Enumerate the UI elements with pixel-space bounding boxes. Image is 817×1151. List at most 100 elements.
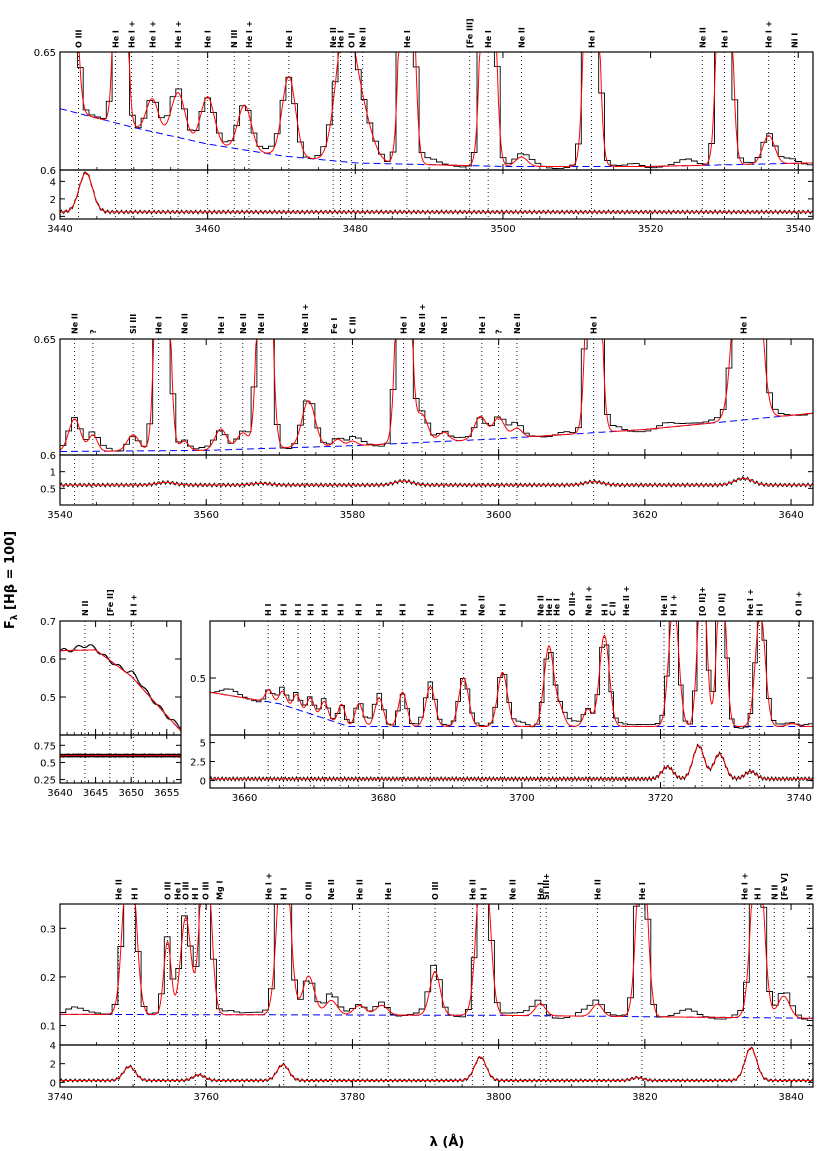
line-id-label: Ne II: [509, 879, 518, 900]
x-tick-label: 3760: [193, 1092, 218, 1103]
line-id-label: Ne II: [71, 313, 80, 334]
x-tick-label: 3640: [47, 788, 72, 799]
line-id-label: Ne II: [537, 595, 546, 616]
line-id-label: Ne II: [698, 27, 707, 48]
observed-spectrum: [60, 338, 814, 452]
x-tick-label: 3540: [786, 224, 811, 235]
x-tick-label: 3840: [778, 1092, 803, 1103]
line-id-label: He I: [553, 598, 562, 616]
y-tick-label: 0.6: [40, 166, 56, 177]
line-id-label: He I: [720, 30, 729, 48]
line-id-label: H I: [498, 604, 507, 616]
x-tick-label: 3620: [632, 510, 657, 521]
x-tick-label: 3740: [47, 1092, 72, 1103]
line-id-label: He I: [478, 316, 487, 334]
line-id-label: O III: [305, 881, 314, 900]
resid-tick-label: 0.5: [40, 484, 56, 495]
main-frame: [59, 620, 182, 736]
line-id-label: He I +: [128, 21, 137, 48]
observed-spectrum: [60, 644, 182, 730]
line-id-label: He I +: [264, 873, 273, 900]
line-id-label: He II: [593, 879, 602, 900]
panel-1: O III He I He I + He I + He I + He I N III He I…: [34, 18, 814, 235]
x-tick-label: 3500: [490, 224, 515, 235]
line-id-label: Ni I: [791, 33, 800, 48]
resid-tick-label: 2: [50, 195, 56, 206]
residual-model: [210, 745, 813, 780]
resid-tick-label: 0: [50, 1078, 56, 1089]
line-id-label: Mg I: [215, 881, 224, 900]
line-id-label: O III+: [568, 591, 577, 616]
line-id-label: H I: [600, 604, 609, 616]
x-tick-label: 3460: [195, 224, 220, 235]
residual-observed: [59, 171, 814, 215]
resid-tick-label: 4: [50, 1041, 56, 1052]
line-id-label: Ne II: [329, 27, 338, 48]
x-tick-label: 3720: [648, 793, 673, 804]
line-id-label: H I: [756, 604, 765, 616]
model-fit: [60, 649, 182, 732]
line-id-label: [Fe III]: [466, 18, 475, 48]
observed-spectrum: [60, 51, 814, 169]
line-id-label: Fe I: [330, 318, 339, 334]
line-id-label: [O II]: [718, 593, 727, 616]
x-tick-label: 3700: [509, 793, 534, 804]
line-id-label: He II +: [622, 586, 631, 616]
line-id-label: He I: [403, 30, 412, 48]
line-id-label: C II: [609, 601, 618, 616]
residual-observed: [59, 752, 182, 759]
line-id-label: C III: [348, 316, 357, 334]
line-id-label: H I: [354, 604, 363, 616]
panel-3a: N II [Fe II] H I + 3640 3645 3650 3655 0.5 0.6 0.…: [34, 589, 182, 799]
resid-tick-label: 0.25: [34, 776, 56, 787]
x-tick-label: 3780: [340, 1092, 365, 1103]
line-id-label: Ne II: [257, 313, 266, 334]
residual-model: [60, 477, 813, 486]
x-tick-label: 3800: [486, 1092, 511, 1103]
residual-observed: [59, 1046, 814, 1083]
line-id-label: N III: [230, 30, 239, 48]
panel-3b: H I H I H I H I H I H I H I H I H I H I H I Ne II H …: [190, 586, 814, 804]
residual-model: [60, 172, 813, 213]
y-tick-label: 0.1: [40, 1022, 56, 1033]
resid-tick-label: 2: [50, 1060, 56, 1071]
line-id-label: N II: [770, 885, 779, 900]
model-fit: [59, 338, 814, 452]
line-id-label: Ne II: [180, 313, 189, 334]
line-id-label: O II +: [794, 591, 803, 616]
line-id-label: H I: [336, 604, 345, 616]
resid-tick-label: 0.75: [34, 741, 56, 752]
line-id-label: Ne II +: [301, 304, 310, 334]
line-id-label: He II: [468, 879, 477, 900]
line-id-label: He I +: [765, 21, 774, 48]
line-id-label: N II: [805, 885, 814, 900]
line-id-label: He I +: [148, 21, 157, 48]
y-tick-label: 0.6: [40, 451, 56, 462]
line-id-label: H I: [375, 604, 384, 616]
line-id-label: He I: [204, 30, 213, 48]
continuum-fit: [60, 649, 182, 732]
line-id-label: He I +: [174, 21, 183, 48]
model-fit: [60, 903, 813, 1019]
residual-frame: [59, 454, 814, 506]
line-id-label: Si III: [129, 314, 138, 334]
y-tick-label: 0.2: [40, 973, 56, 984]
line-id-label: H I: [479, 888, 488, 900]
line-id-label: O II: [348, 32, 357, 48]
line-id-label: He I: [638, 882, 647, 900]
line-id-label: Ne II: [513, 313, 522, 334]
y-tick-label: 0.3: [40, 924, 56, 935]
y-tick-label: 0.5: [40, 693, 56, 704]
line-id-label: H I: [264, 604, 273, 616]
resid-tick-label: 0: [50, 212, 56, 223]
line-id-label: He I: [740, 316, 749, 334]
line-id-label: He I: [484, 30, 493, 48]
residual-frame: [59, 169, 814, 220]
line-id-label: H I: [426, 604, 435, 616]
line-id-label: Ne II: [517, 27, 526, 48]
line-id-label: He I: [545, 598, 554, 616]
x-tick-label: 3520: [638, 224, 663, 235]
y-tick-label: 0.7: [40, 617, 56, 628]
